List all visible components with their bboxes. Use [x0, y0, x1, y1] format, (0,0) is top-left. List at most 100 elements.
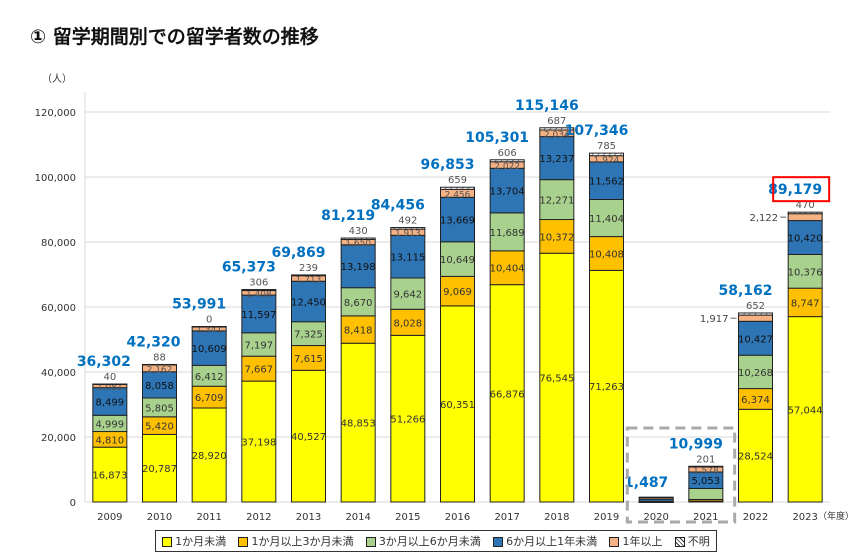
segment-label: 76,545 [539, 374, 574, 385]
bar-segment-5 [589, 152, 624, 157]
legend-label: 不明 [687, 535, 710, 548]
bar-segment-5 [738, 312, 773, 316]
unknown-label: 492 [398, 216, 417, 227]
segment-label: 13,669 [440, 216, 475, 227]
segment-label: 10,420 [788, 234, 823, 245]
x-tick-label: 2009 [97, 512, 122, 523]
bar-segment-4 [738, 314, 773, 322]
legend-item: 3か月以上6か月未満 [365, 533, 481, 549]
bar-segment-2 [390, 277, 426, 310]
bar-segment-3 [92, 387, 128, 416]
x-tick-label: 2013 [296, 512, 321, 523]
unknown-label: 687 [547, 116, 566, 127]
segment-label: 48,853 [341, 419, 376, 430]
segment-label: 11,689 [490, 228, 525, 239]
total-label: 36,302 [77, 354, 131, 370]
segment-label: 2,122 [750, 213, 779, 224]
bar-segment-5 [291, 274, 326, 277]
y-tick-label: 100,000 [35, 173, 76, 184]
unknown-label: 0 [206, 315, 212, 326]
bar-segment-0 [390, 334, 426, 503]
bar-segment-5 [142, 363, 177, 366]
total-label: 58,162 [718, 283, 772, 299]
segment-label: 11,562 [589, 177, 624, 188]
unknown-label: 470 [796, 200, 815, 211]
y-tick-label: 40,000 [41, 368, 76, 379]
bar-segment-0 [191, 407, 227, 503]
x-tick-label: 2022 [743, 512, 768, 523]
segment-label: 10,649 [440, 255, 475, 266]
total-label: 89,179 [768, 182, 822, 198]
x-tick-label: 2017 [494, 512, 519, 523]
bar-segment-0 [489, 284, 525, 503]
segment-label: 8,418 [344, 326, 373, 337]
segment-label: 9,642 [394, 290, 423, 301]
y-tick-label: 0 [70, 498, 76, 509]
bar-segment-0 [440, 305, 475, 503]
segment-label: 5,805 [145, 403, 174, 414]
bar-segment-3 [589, 161, 624, 201]
unknown-label: 40 [103, 372, 116, 383]
unknown-label: 239 [299, 263, 318, 274]
bar-segment-5 [440, 186, 475, 190]
bar-segment-0 [738, 408, 773, 503]
total-label: 115,146 [515, 98, 579, 114]
segment-label: 2,034 [544, 130, 570, 140]
y-tick-label: 20,000 [41, 433, 76, 444]
x-tick-label: 2021 [693, 512, 718, 523]
bar-segment-2 [787, 253, 823, 289]
bar-segment-5 [539, 127, 575, 131]
total-label: 1,487 [624, 475, 668, 491]
segment-label: 1,924 [594, 156, 620, 166]
segment-label: 11,597 [241, 310, 276, 321]
segment-label: 16,873 [92, 471, 127, 482]
bar-segment-4 [787, 213, 823, 222]
segment-label: 2,022 [494, 162, 520, 172]
x-tick-label: 2010 [147, 512, 172, 523]
legend-swatch [493, 537, 504, 547]
segment-label: 13,704 [490, 187, 525, 198]
bar-segment-2 [340, 287, 376, 317]
unknown-label: 201 [696, 454, 715, 465]
segment-label: 10,268 [738, 368, 773, 379]
bar-segment-3 [340, 244, 376, 289]
segment-label: 10,376 [788, 267, 823, 278]
segment-label: 5,053 [692, 476, 721, 487]
total-label: 10,999 [669, 436, 723, 452]
bar-segment-0 [241, 380, 277, 503]
segment-label: 8,747 [791, 298, 820, 309]
total-label: 107,346 [565, 123, 629, 139]
segment-label: 10,372 [539, 232, 574, 243]
bar-segment-3 [241, 294, 277, 334]
bar-segment-1 [539, 219, 575, 254]
segment-label: 8,499 [96, 397, 125, 408]
segment-label: 20,787 [142, 464, 177, 475]
x-tick-label: 2014 [345, 512, 370, 523]
x-tick-label: 2016 [445, 512, 470, 523]
y-tick-label: 80,000 [41, 238, 76, 249]
total-label: 69,869 [271, 245, 325, 261]
legend-item: 不明 [674, 533, 710, 549]
segment-label: 28,524 [738, 452, 773, 463]
x-tick-label: 2018 [544, 512, 569, 523]
segment-label: 13,115 [390, 253, 425, 264]
segment-label: 1,650 [345, 239, 371, 249]
total-label: 105,301 [465, 130, 529, 146]
bar-segment-2 [688, 487, 724, 500]
segment-label: 10,609 [192, 344, 227, 355]
unknown-label: 306 [249, 278, 268, 289]
segment-label: 1,341 [196, 326, 222, 336]
x-tick-label: 2015 [395, 512, 420, 523]
bar-segment-0 [589, 269, 624, 503]
legend-label: 3か月以上6か月未満 [378, 535, 481, 548]
segment-label: 6,709 [195, 393, 224, 404]
bar-segment-0 [787, 316, 823, 503]
segment-label: 8,028 [394, 318, 423, 329]
total-label: 53,991 [172, 297, 226, 313]
legend-item: 1か月以上3か月未満 [238, 533, 353, 549]
segment-label: 1,917 [700, 314, 729, 325]
unknown-label: 88 [153, 352, 166, 363]
legend: 1か月未満 1か月以上3か月未満 3か月以上6か月未満 6か月以上1年未満 1年以上 不明 [155, 530, 717, 552]
bar-segment-1 [241, 355, 277, 382]
bar-segment-5 [191, 326, 227, 328]
